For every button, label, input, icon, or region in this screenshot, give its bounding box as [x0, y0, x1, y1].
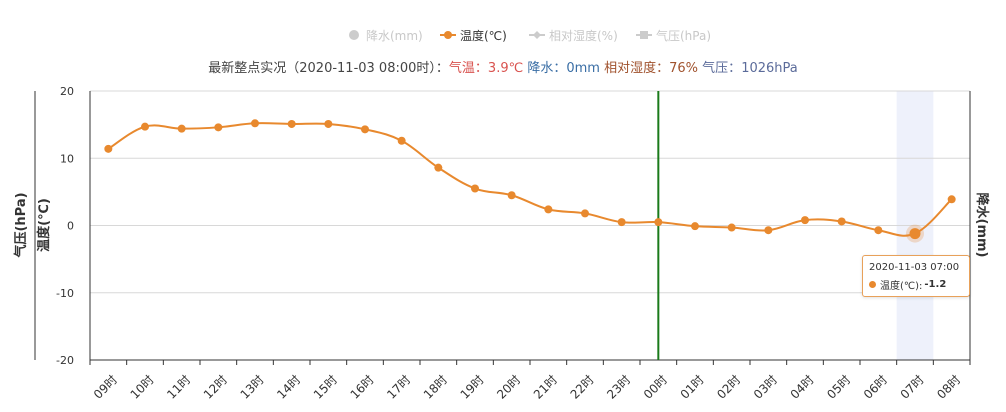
tooltip-time: 2020-11-03 07:00 [869, 262, 960, 273]
x-tick-label: 07时 [898, 373, 927, 402]
y-tick-label: 10 [60, 152, 74, 165]
legend-item[interactable]: 气压(hPa) [636, 26, 711, 44]
data-point[interactable] [104, 144, 113, 153]
data-point[interactable] [654, 218, 663, 227]
data-point[interactable] [691, 222, 699, 231]
observation-humidity-value: 76% [669, 61, 699, 76]
data-point[interactable] [214, 123, 223, 132]
y-tick-label: 20 [60, 85, 74, 98]
observation-temp-value: 3.9℃ [487, 61, 524, 76]
data-point[interactable] [947, 195, 956, 204]
x-tick-label: 20时 [494, 373, 523, 402]
x-tick-label: 11时 [164, 373, 193, 402]
legend-line-circle-icon [440, 31, 456, 39]
data-point[interactable] [874, 226, 883, 235]
legend-item-label: 相对湿度(%) [549, 28, 618, 43]
data-point[interactable] [177, 124, 186, 133]
x-tick-label: 08时 [934, 373, 963, 402]
data-point[interactable] [324, 119, 333, 128]
x-tick-label: 10时 [128, 373, 157, 402]
data-point[interactable] [837, 217, 846, 226]
x-tick-label: 19时 [458, 373, 487, 402]
data-point[interactable] [617, 218, 626, 227]
x-tick-label: 23时 [604, 373, 633, 402]
x-tick-label: 04时 [788, 373, 817, 402]
precipitation-axis-title: 降水(mm) [974, 193, 990, 258]
x-tick-label: 05时 [824, 373, 853, 402]
data-point[interactable] [507, 191, 516, 200]
x-tick-label: 18时 [421, 373, 450, 402]
data-point[interactable] [801, 216, 809, 225]
data-point[interactable] [471, 184, 479, 193]
legend-circle-icon [349, 30, 359, 40]
x-tick-label: 21时 [531, 373, 560, 402]
chart-legend: 降水(mm) 温度(℃) 相对湿度(%) 气压(hPa) [0, 26, 1006, 44]
x-tick-label: 14时 [274, 373, 303, 402]
legend-item[interactable]: 相对湿度(%) [529, 26, 618, 44]
data-point[interactable] [397, 136, 406, 145]
y-tick-label: 0 [67, 220, 74, 233]
observation-rain-value: 0mm [566, 61, 600, 76]
tooltip-series-label: 温度(℃): [880, 281, 923, 292]
legend-item-label: 温度(℃) [460, 28, 507, 43]
data-point[interactable] [251, 119, 259, 128]
y-tick-label: -20 [56, 354, 74, 367]
x-tick-label: 15时 [311, 373, 340, 402]
data-tooltip: 2020-11-03 07:00 温度(℃): -1.2 [862, 255, 970, 297]
observation-humidity-label: 相对湿度： [604, 61, 670, 76]
temperature-axis-title: 温度(℃) [36, 198, 52, 252]
latest-observation: 最新整点实况（2020-11-03 08:00时）：气温：3.9℃ 降水：0mm… [0, 57, 1006, 76]
x-tick-label: 17时 [384, 373, 413, 402]
data-point[interactable] [764, 226, 773, 235]
data-point[interactable] [544, 205, 553, 214]
legend-item[interactable]: 降水(mm) [346, 26, 423, 44]
data-point[interactable] [361, 125, 369, 134]
legend-item[interactable]: 温度(℃) [440, 26, 507, 44]
data-point[interactable] [581, 209, 589, 218]
temperature-series-line [107, 122, 953, 237]
data-point[interactable] [287, 119, 296, 128]
x-tick-label: 12时 [201, 373, 230, 402]
x-tick-label: 16时 [348, 373, 377, 402]
x-tick-label: 03时 [751, 373, 780, 402]
legend-item-label: 气压(hPa) [656, 28, 712, 43]
tooltip-series-dot-icon [869, 281, 876, 288]
x-tick-label: 00时 [641, 373, 670, 402]
tooltip-value: -1.2 [924, 279, 947, 290]
pressure-axis-title: 气压(hPa) [13, 192, 29, 257]
y-tick-label: -10 [56, 287, 74, 300]
observation-prefix: 最新整点实况（2020-11-03 08:00时）： [208, 61, 449, 76]
data-point[interactable] [909, 228, 921, 240]
x-tick-label: 01时 [678, 373, 707, 402]
tooltip-row: 温度(℃): -1.2 [869, 277, 946, 292]
x-tick-label: 02时 [714, 373, 743, 402]
x-tick-label: 06时 [861, 373, 890, 402]
x-tick-label: 09时 [91, 373, 120, 402]
x-tick-label: 22时 [568, 373, 597, 402]
observation-temp-label: 气温： [448, 61, 488, 76]
x-tick-label: 13时 [238, 373, 267, 402]
legend-square-icon [636, 31, 652, 39]
legend-line-diamond-icon [529, 31, 545, 39]
observation-rain-label: 降水： [527, 61, 567, 76]
observation-pressure-label: 气压： [702, 61, 742, 76]
data-point[interactable] [727, 223, 736, 232]
data-point[interactable] [141, 122, 149, 131]
data-point[interactable] [434, 163, 443, 172]
legend-item-label: 降水(mm) [366, 28, 423, 43]
observation-pressure-value: 1026hPa [741, 61, 798, 76]
